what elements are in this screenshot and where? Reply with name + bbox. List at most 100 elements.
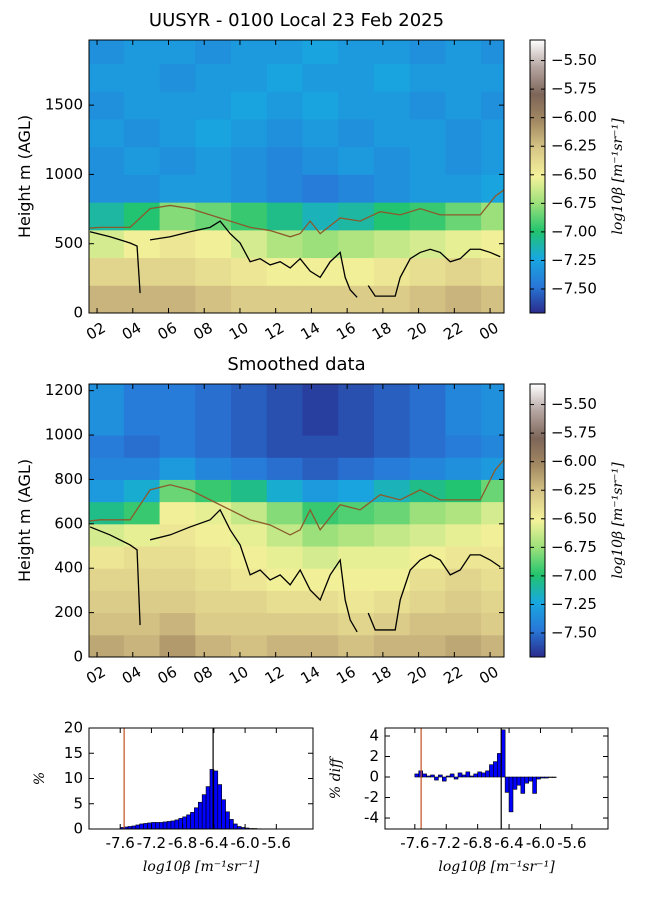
bar [445, 775, 451, 778]
heatmap-cell [445, 63, 482, 92]
x-tick-label: -6.8 [463, 834, 492, 852]
colorbar-tick-label: −6.00 [551, 452, 597, 470]
y-tick-label: 5 [73, 794, 83, 812]
bar [170, 820, 176, 830]
heatmap-cell [481, 384, 504, 436]
line [89, 459, 504, 536]
bar [422, 773, 427, 778]
heatmap-cell [373, 257, 411, 286]
heatmap-cell [89, 501, 125, 525]
heatmap-cell [123, 174, 161, 203]
heatmap-cell [195, 634, 232, 657]
heatmap-cell [338, 146, 375, 175]
heatmap-cell [445, 568, 482, 591]
heatmap-cell [302, 479, 339, 503]
bar [434, 776, 439, 781]
heatmap-cell [481, 435, 504, 458]
heatmap-cell [445, 384, 482, 436]
bar [449, 773, 455, 778]
bar [524, 776, 529, 784]
heatmap-cell [231, 546, 268, 569]
heatmap-cell [266, 501, 303, 525]
colorbar-label: log10β [m⁻¹sr⁻¹] [610, 118, 626, 235]
y-tick-label: 0 [369, 768, 379, 786]
x-tick-label: -5.6 [262, 834, 291, 852]
heatmap-cell [266, 285, 303, 313]
heatmap-cell [159, 590, 196, 614]
heatmap-cell [159, 546, 196, 569]
heatmap-cell [89, 91, 125, 120]
heatmap-cell [445, 202, 482, 231]
colorbar-tick-label: −7.00 [551, 566, 597, 584]
line [367, 554, 501, 631]
colorbar-tick-label: −6.75 [551, 194, 597, 212]
heatmap-cell [302, 91, 339, 120]
bar [516, 776, 522, 786]
heatmap-cell [195, 285, 232, 313]
heatmap-cell [302, 63, 339, 92]
heatmap-cell [302, 546, 339, 569]
heatmap-cell [338, 612, 375, 636]
heatmap-cell [302, 285, 339, 313]
heatmap-cell [302, 590, 339, 614]
heatmap-cell [159, 285, 196, 313]
heatmap-cell [195, 523, 232, 547]
bar [147, 822, 152, 830]
bar [158, 822, 164, 830]
y-axis-label: % [32, 772, 48, 785]
heatmap-cell [159, 435, 196, 458]
y-tick-label: 0 [73, 304, 83, 322]
heatmap-cell [409, 384, 446, 436]
bar [151, 822, 156, 830]
heatmap [89, 384, 504, 657]
bar [155, 822, 160, 830]
heatmap-cell [481, 285, 504, 313]
heatmap-cell [89, 257, 125, 286]
heatmap-cell [195, 63, 232, 92]
x-tick-label: -6.0 [526, 834, 555, 852]
heatmap-cell [195, 568, 232, 591]
bar [217, 784, 222, 830]
heatmap-cell [302, 146, 339, 175]
heatmap-cell [445, 40, 482, 65]
bar [162, 821, 168, 830]
colorbar-tick-label: −5.50 [551, 51, 597, 69]
colorbar-tick-label: −6.25 [551, 481, 597, 499]
x-tick-label: -7.2 [432, 834, 461, 852]
y-tick-label: -4 [364, 809, 379, 827]
heatmap-cell [338, 40, 375, 65]
heatmap-cell [231, 40, 268, 65]
bar [536, 776, 541, 780]
heatmap-cell [481, 568, 504, 591]
heatmap-cell [195, 501, 232, 525]
bar [540, 776, 545, 779]
heatmap-cell [481, 634, 504, 657]
bar [481, 772, 486, 778]
colorbar-tick-label: −6.50 [551, 509, 597, 527]
chart-title: UUSYR - 0100 Local 23 Feb 2025 [149, 10, 444, 31]
heatmap-cell [445, 501, 482, 525]
y-tick-label: 500 [54, 234, 83, 252]
y-tick-label: 10 [64, 769, 83, 787]
heatmap-cell [123, 590, 161, 614]
colorbar-tick-label: −7.50 [551, 624, 597, 642]
heatmap-cell [89, 174, 125, 203]
y-tick-label: 2 [369, 747, 379, 765]
bar [213, 770, 219, 830]
y-tick-label: 1000 [45, 426, 83, 444]
axes-frame [88, 39, 505, 314]
heatmap-cell [266, 479, 303, 503]
heatmap-cell [159, 174, 196, 203]
heatmap-cell [445, 523, 482, 547]
heatmap-cell [338, 229, 375, 259]
bar [528, 776, 533, 782]
bar [512, 776, 518, 790]
heatmap-cell [409, 568, 446, 591]
heatmap-cell [338, 546, 375, 569]
heatmap-cell [195, 174, 232, 203]
bar [139, 823, 144, 830]
heatmap-cell [445, 634, 482, 657]
bar [205, 786, 211, 830]
bar [442, 776, 447, 782]
heatmap-cell [159, 457, 196, 480]
